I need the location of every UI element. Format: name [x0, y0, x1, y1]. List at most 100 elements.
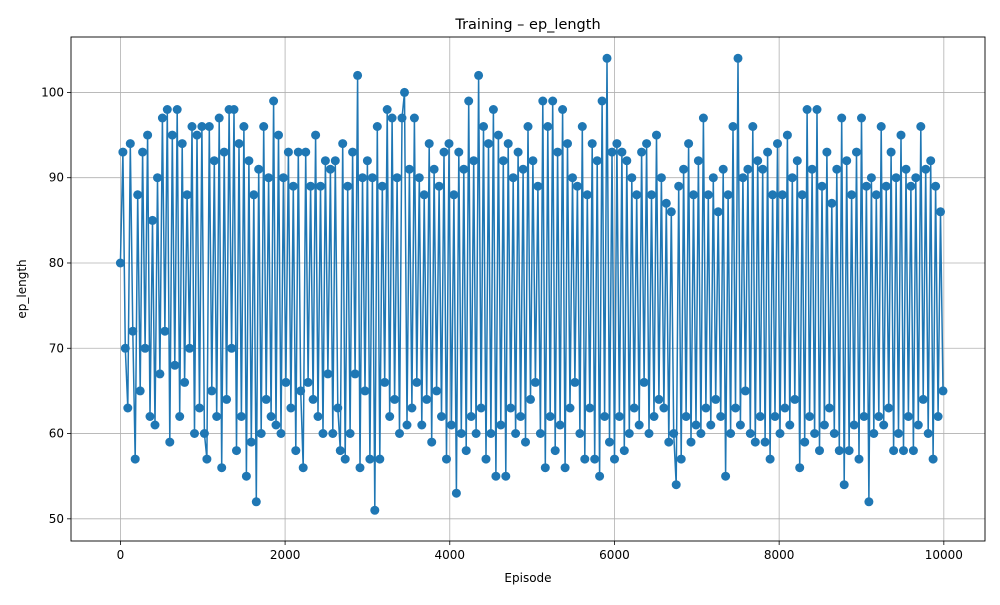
data-point	[770, 412, 780, 421]
data-point	[419, 190, 429, 200]
data-point	[395, 429, 404, 438]
data-point	[733, 53, 743, 63]
data-point	[484, 139, 493, 149]
data-point	[674, 181, 684, 191]
data-point	[360, 386, 370, 396]
data-point	[819, 420, 829, 430]
data-point	[493, 130, 503, 140]
data-point	[815, 446, 824, 456]
data-point	[597, 96, 607, 106]
data-point	[236, 412, 246, 421]
data-point	[343, 181, 353, 191]
data-point	[291, 446, 301, 456]
data-point	[859, 412, 869, 421]
data-point	[800, 437, 810, 447]
data-point	[713, 207, 723, 217]
data-point	[837, 113, 847, 123]
data-point	[308, 394, 318, 404]
data-point	[362, 156, 372, 166]
data-point	[353, 70, 363, 80]
data-point	[810, 429, 820, 438]
data-point	[167, 130, 177, 140]
data-point	[404, 164, 414, 174]
data-point	[316, 181, 325, 191]
data-point	[313, 412, 323, 421]
data-point	[842, 156, 852, 166]
data-point	[177, 139, 187, 149]
data-point	[180, 377, 190, 387]
data-point	[214, 113, 224, 123]
data-point	[451, 488, 461, 498]
data-point	[385, 412, 395, 421]
data-point	[370, 505, 380, 515]
data-point	[558, 105, 568, 114]
data-point	[380, 377, 390, 387]
data-point	[197, 122, 207, 131]
data-point	[876, 122, 886, 131]
data-point	[251, 497, 261, 507]
y-tick-label: 90	[49, 171, 64, 185]
data-point	[387, 113, 397, 123]
data-point	[768, 190, 778, 200]
data-point	[476, 403, 486, 413]
data-point	[185, 343, 195, 353]
data-point	[306, 181, 316, 191]
data-point	[664, 437, 674, 447]
data-point	[866, 173, 876, 183]
data-point	[689, 190, 698, 200]
data-point	[165, 437, 175, 447]
data-point	[568, 173, 577, 183]
data-point	[130, 454, 140, 464]
data-point	[765, 454, 775, 464]
data-point	[444, 139, 454, 149]
x-axis-label: Episode	[504, 571, 551, 585]
x-tick-label: 0	[117, 548, 125, 562]
data-point	[157, 113, 167, 123]
data-point	[246, 437, 256, 447]
data-point	[498, 156, 508, 166]
data-point	[486, 429, 496, 438]
y-tick-label: 60	[49, 427, 64, 441]
data-point	[333, 403, 343, 413]
data-point	[738, 173, 748, 183]
data-point	[718, 164, 728, 174]
data-point	[481, 454, 491, 464]
data-point	[446, 420, 456, 430]
data-point	[153, 173, 162, 183]
data-point	[523, 122, 533, 131]
data-point	[278, 173, 288, 183]
data-point	[125, 139, 135, 149]
data-point	[533, 181, 543, 191]
y-tick-label: 70	[49, 341, 64, 355]
data-point	[449, 190, 459, 200]
data-point	[698, 113, 708, 123]
data-point	[817, 181, 827, 191]
data-point	[565, 403, 575, 413]
data-point	[355, 463, 365, 473]
data-point	[259, 122, 269, 131]
data-point	[335, 446, 345, 456]
data-point	[857, 113, 866, 123]
data-point	[538, 96, 548, 106]
data-point	[627, 173, 637, 183]
data-point	[241, 471, 251, 481]
data-point	[580, 454, 590, 464]
data-point	[553, 147, 563, 157]
data-point	[526, 394, 535, 404]
data-point	[555, 420, 565, 430]
data-point	[881, 181, 891, 191]
data-point	[706, 420, 716, 430]
data-point	[160, 326, 170, 336]
data-point	[222, 394, 232, 404]
data-point	[629, 403, 639, 413]
data-point	[414, 173, 424, 183]
series-line	[119, 57, 944, 512]
data-point	[780, 403, 790, 413]
data-point	[459, 164, 469, 174]
data-point	[274, 130, 283, 140]
data-point	[777, 190, 787, 200]
data-point	[849, 420, 859, 430]
data-point	[283, 147, 293, 157]
data-point	[190, 429, 199, 438]
data-point	[227, 343, 237, 353]
